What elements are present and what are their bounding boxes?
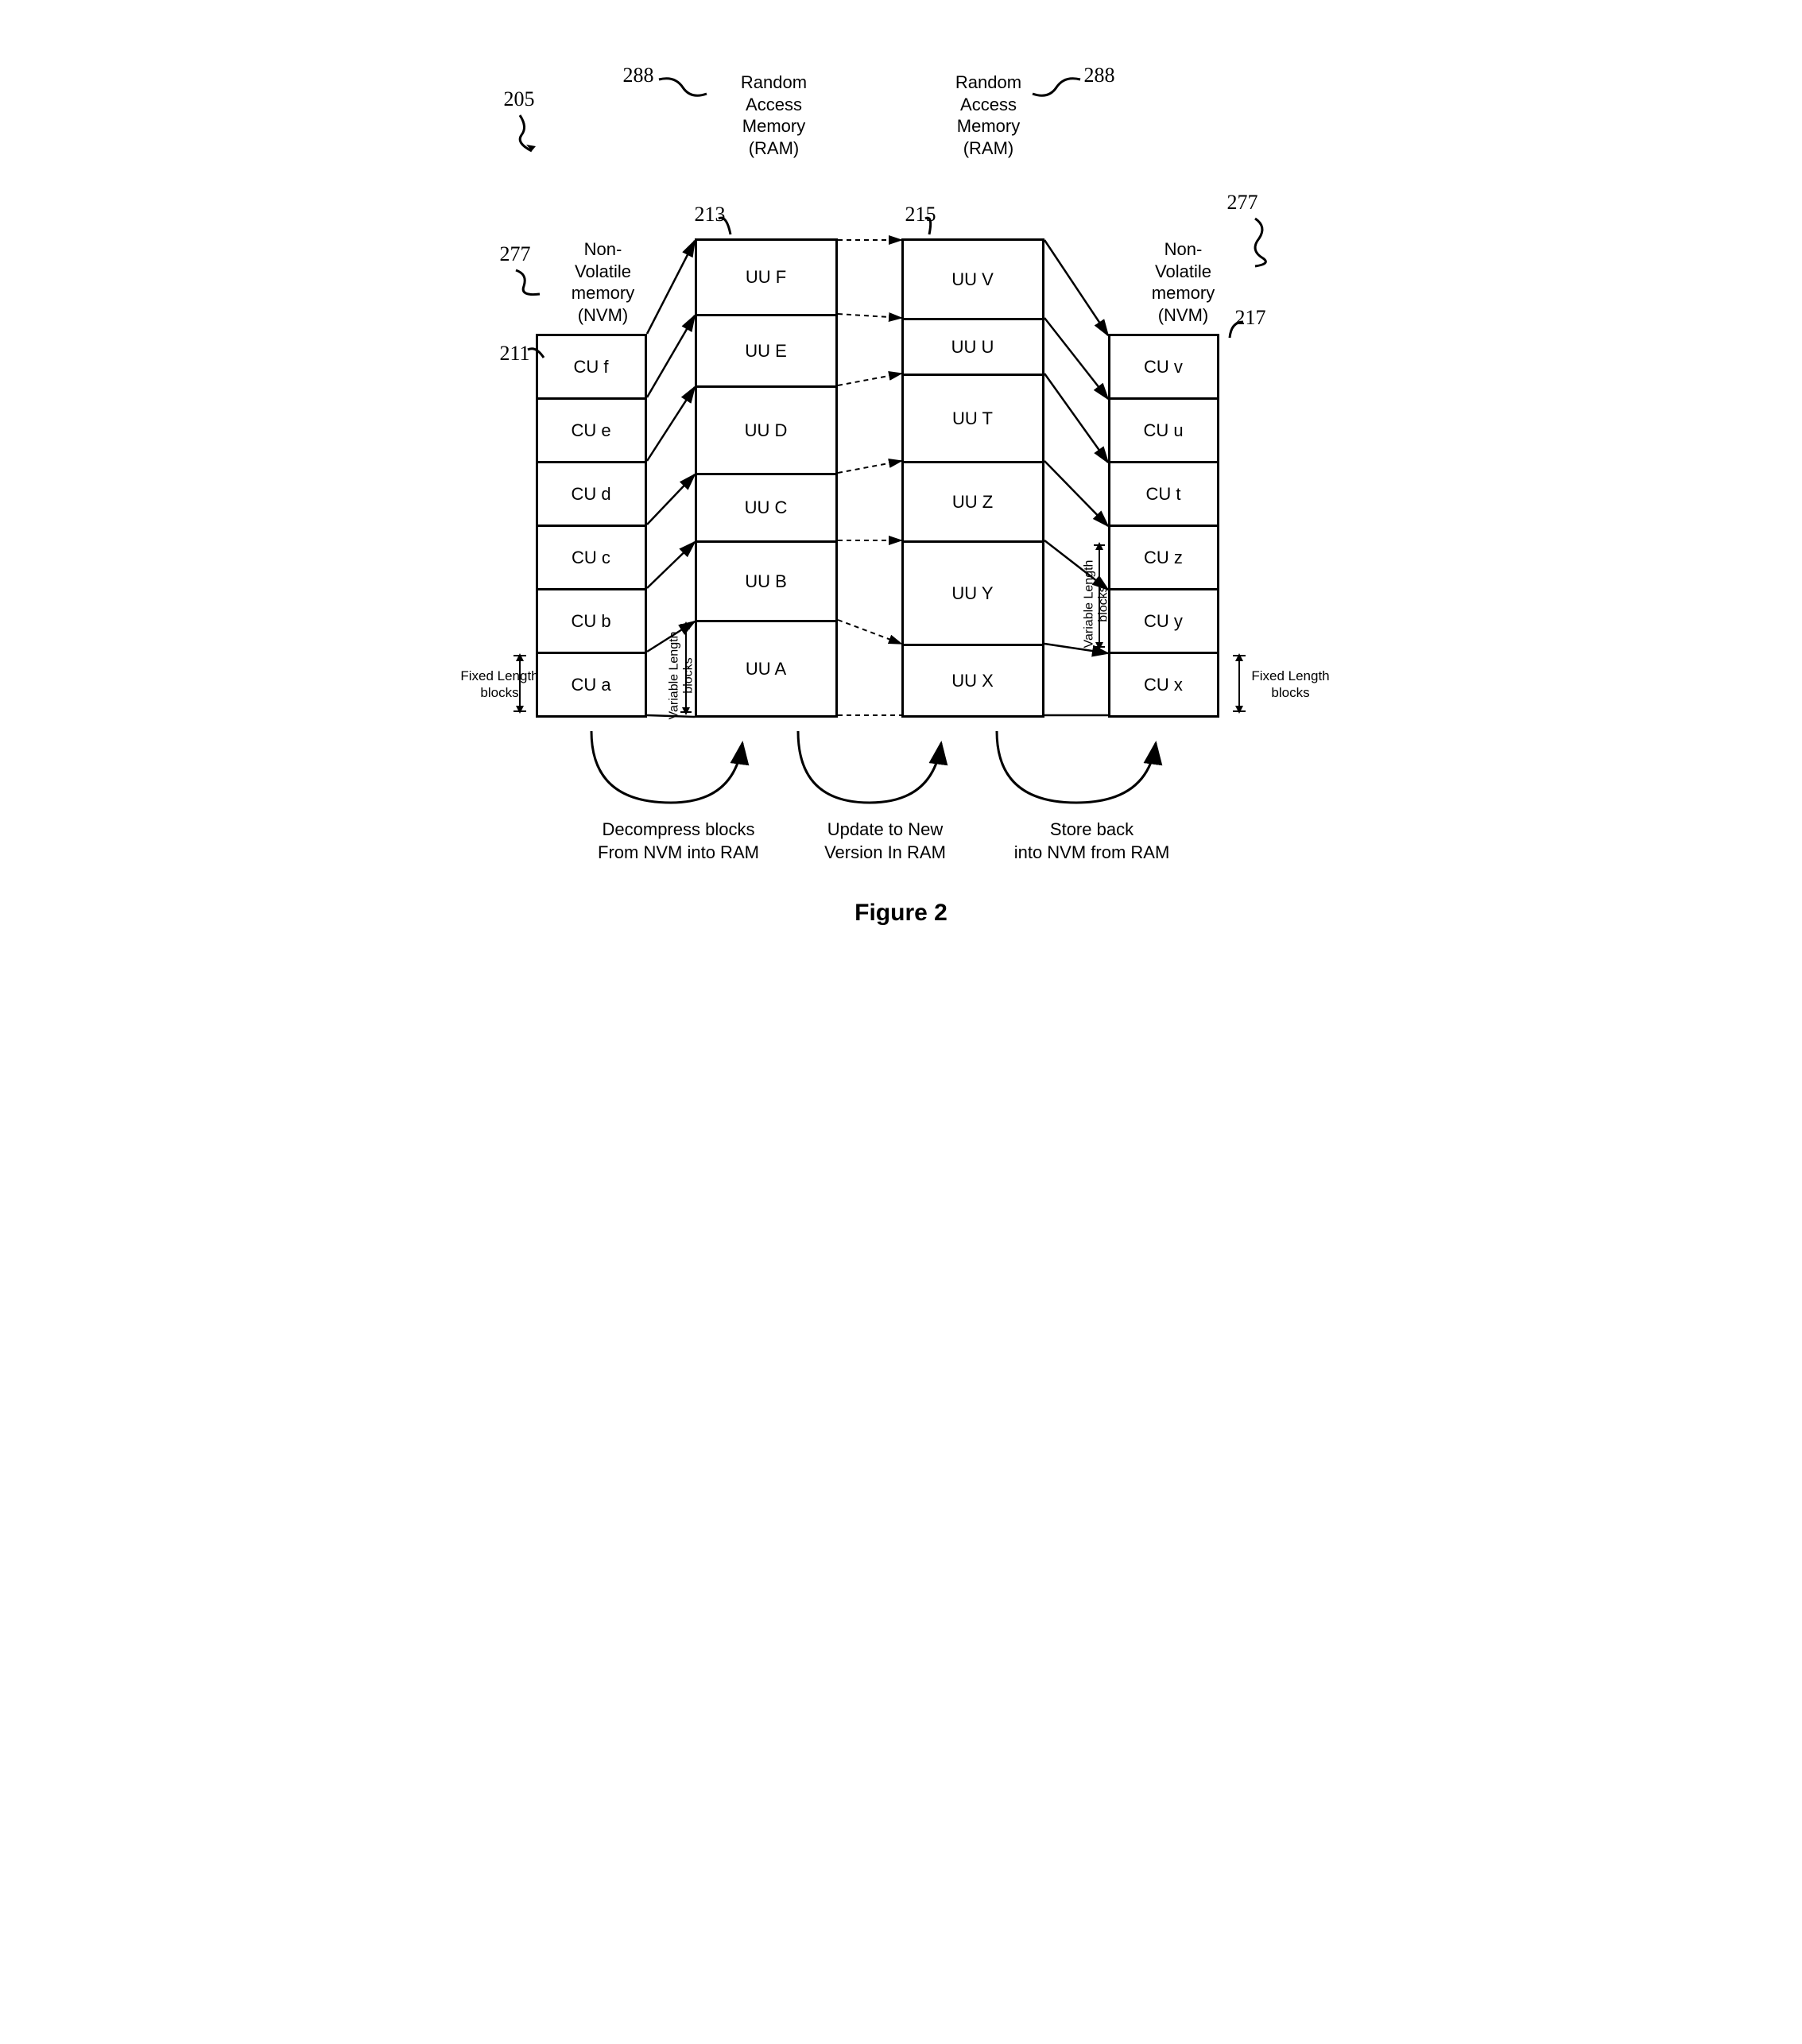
label-ram-left: Random Access Memory (RAM) <box>727 72 822 159</box>
label-var-left: Variable Length blocks <box>667 614 696 737</box>
label-nvm-right: Non- Volatile memory (NVM) <box>1140 238 1227 326</box>
block-uu-x: UU X <box>904 646 1042 718</box>
block-cu-c: CU c <box>538 527 645 590</box>
squiggle-288b <box>1029 72 1092 111</box>
ref-288-right: 288 <box>1084 64 1115 87</box>
label-var-right: Variable Length blocks <box>1082 543 1110 666</box>
block-uu-b: UU B <box>697 543 835 622</box>
figure-title: Figure 2 <box>464 898 1339 928</box>
label-fixed-left: Fixed Length blocks <box>460 668 540 702</box>
step-store: Store back into NVM from RAM <box>1005 819 1180 864</box>
stack-ram-source: UU F UU E UU D UU C UU B UU A <box>695 238 838 718</box>
label-ram-right: Random Access Memory (RAM) <box>941 72 1037 159</box>
block-uu-t: UU T <box>904 376 1042 463</box>
squiggle-205 <box>512 111 560 159</box>
block-cu-a: CU a <box>538 654 645 718</box>
block-cu-d: CU d <box>538 463 645 527</box>
squiggle-277a <box>508 266 556 302</box>
stack-ram-updated: UU V UU U UU T UU Z UU Y UU X <box>901 238 1044 718</box>
ref-277-right: 277 <box>1227 191 1258 215</box>
block-uu-a: UU A <box>697 622 835 718</box>
stack-nvm-target: CU v CU u CU t CU z CU y CU x <box>1108 334 1219 718</box>
block-cu-x: CU x <box>1110 654 1217 718</box>
step-decompress: Decompress blocks From NVM into RAM <box>591 819 766 864</box>
ref-277-left: 277 <box>500 242 531 266</box>
diagram-canvas: 205 288 288 277 277 211 213 215 217 Rand… <box>464 32 1339 985</box>
block-uu-f: UU F <box>697 241 835 316</box>
block-uu-u: UU U <box>904 320 1042 376</box>
squiggle-288a <box>655 72 719 111</box>
block-uu-y: UU Y <box>904 543 1042 646</box>
stack-nvm-source: CU f CU e CU d CU c CU b CU a <box>536 334 647 718</box>
block-cu-z: CU z <box>1110 527 1217 590</box>
block-uu-d: UU D <box>697 388 835 475</box>
bracket-fixed-right <box>1223 652 1255 715</box>
ref-288-left: 288 <box>623 64 654 87</box>
block-cu-f: CU f <box>538 336 645 400</box>
label-fixed-right: Fixed Length blocks <box>1251 668 1331 702</box>
label-nvm-left: Non- Volatile memory (NVM) <box>560 238 647 326</box>
ref-215: 215 <box>905 203 936 226</box>
block-cu-y: CU y <box>1110 590 1217 654</box>
block-uu-e: UU E <box>697 316 835 388</box>
block-uu-c: UU C <box>697 475 835 543</box>
block-cu-e: CU e <box>538 400 645 463</box>
squiggle-277b <box>1227 215 1283 270</box>
ref-205: 205 <box>504 87 535 111</box>
block-cu-t: CU t <box>1110 463 1217 527</box>
block-cu-v: CU v <box>1110 336 1217 400</box>
ref-213: 213 <box>695 203 726 226</box>
block-uu-v: UU V <box>904 241 1042 320</box>
step-update: Update to New Version In RAM <box>798 819 973 864</box>
block-cu-u: CU u <box>1110 400 1217 463</box>
ref-211: 211 <box>500 342 530 366</box>
block-cu-b: CU b <box>538 590 645 654</box>
block-uu-z: UU Z <box>904 463 1042 543</box>
ref-217: 217 <box>1235 306 1266 330</box>
